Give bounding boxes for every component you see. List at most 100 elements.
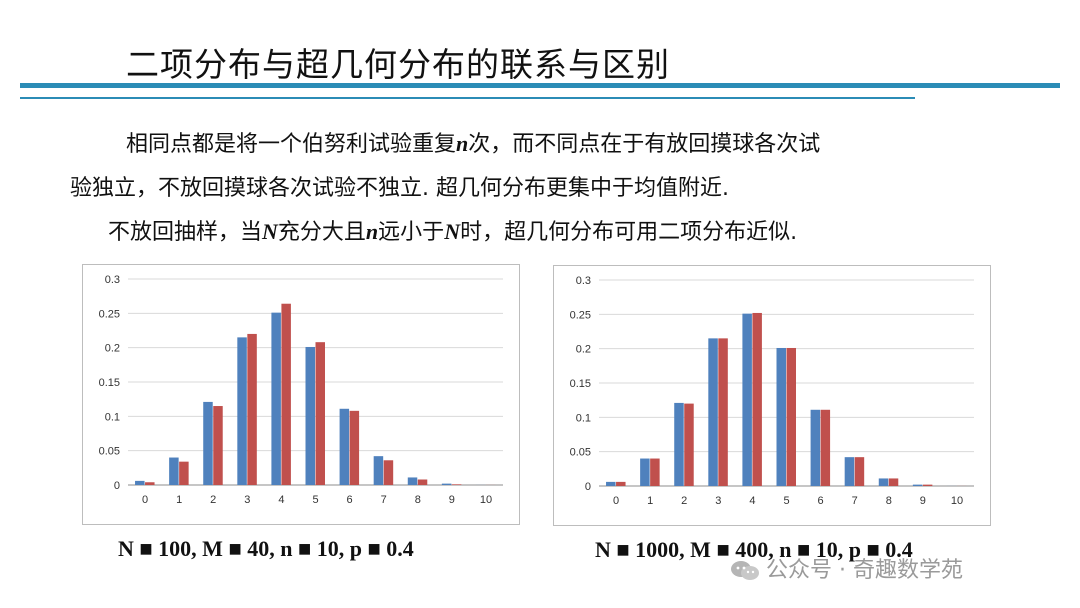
paragraph-line-1a: 相同点都是将一个伯努利试验重复 xyxy=(126,132,457,157)
chart-right-ytick-label: 0.25 xyxy=(570,309,591,321)
chart-left-bar-s1 xyxy=(203,401,213,485)
chart-left-xtick-label: 0 xyxy=(142,494,148,506)
chart-right-xtick-label: 8 xyxy=(886,495,892,507)
paragraph-var-N1: N xyxy=(262,219,278,244)
page-title: 二项分布与超几何分布的联系与区别 xyxy=(126,45,670,84)
chart-left-svg: 0 0.05 0.1 0.15 0.2 0.25 0.3 0 1 2 3 4 5 6 7 8 9 10 xyxy=(99,274,503,506)
paragraph-line-3: 不放回抽样，当N充分大且n远小于N时，超几何分布可用二项分布近似. xyxy=(108,214,797,246)
chart-right-xtick-label: 0 xyxy=(613,495,619,507)
chart-left-bar-s2 xyxy=(315,342,325,485)
paragraph-line-3d: 时，超几何分布可用二项分布近似. xyxy=(460,220,798,245)
chart-left-xtick-label: 1 xyxy=(176,494,182,506)
chart-left-xtick-label: 5 xyxy=(312,494,318,506)
chart-left-bar-s1 xyxy=(407,477,418,485)
chart-right-xtick-label: 10 xyxy=(951,495,963,507)
chart-left-bar-s2 xyxy=(349,410,360,485)
chart-right-bar-s1 xyxy=(606,481,616,486)
chart-right-xtick-label: 2 xyxy=(681,495,687,507)
chart-left-bar-s2 xyxy=(145,482,155,485)
chart-right-xtick-label: 6 xyxy=(818,495,824,507)
chart-right: 0 0.05 0.1 0.15 0.2 0.25 0.3 0 1 2 3 4 5 6 7 8 9 10 xyxy=(553,265,991,526)
chart-right-bar-s2 xyxy=(854,457,865,486)
chart-left-xtick-label: 9 xyxy=(449,494,455,506)
chart-left-xtick-label: 8 xyxy=(415,494,421,506)
paragraph-var-n2: n xyxy=(365,219,379,244)
chart-right-ytick-label: 0.2 xyxy=(576,344,591,356)
chart-right-ytick-label: 0.05 xyxy=(570,447,591,459)
chart-right-bar-s2 xyxy=(684,403,694,486)
watermark: 公众号 · 奇趣数学苑 xyxy=(730,552,963,584)
paragraph-line-3b: 充分大且 xyxy=(277,220,366,245)
chart-right-ytick-label: 0 xyxy=(585,481,591,493)
chart-right-xtick-label: 4 xyxy=(749,495,755,507)
paragraph-var-N2: N xyxy=(444,219,461,244)
chart-left-bar-s1 xyxy=(373,456,384,485)
chart-left-bar-s1 xyxy=(305,346,315,485)
chart-right-ytick-label: 0.3 xyxy=(576,275,591,287)
chart-right-bar-s2 xyxy=(786,347,796,486)
paragraph-line-1b: 次，而不同点在于有放回摸球各次试 xyxy=(468,132,821,157)
chart-right-bar-s2 xyxy=(820,409,831,486)
chart-right-bar-s2 xyxy=(752,312,762,486)
paragraph-line-3a: 不放回抽样，当 xyxy=(108,220,263,245)
chart-left-bar-s2 xyxy=(451,484,462,485)
chart-right-xtick-label: 1 xyxy=(647,495,653,507)
title-rule-thin xyxy=(20,97,915,99)
chart-left-ytick-label: 0 xyxy=(114,480,120,492)
chart-left-bar-s1 xyxy=(169,457,179,485)
chart-left-xtick-label: 10 xyxy=(480,494,492,506)
chart-right-bar-s1 xyxy=(742,313,752,486)
chart-right-xtick-label: 9 xyxy=(920,495,926,507)
chart-right-svg: 0 0.05 0.1 0.15 0.2 0.25 0.3 0 1 2 3 4 5 6 7 8 9 10 xyxy=(570,275,974,507)
chart-left-bar-s1 xyxy=(237,337,247,485)
chart-left-xtick-label: 7 xyxy=(381,494,387,506)
paragraph-line-2: 验独立，不放回摸球各次试验不独立. 超几何分布更集中于均值附近. xyxy=(70,176,729,201)
chart-left-bar-s2 xyxy=(281,303,291,485)
chart-left-bar-s1 xyxy=(339,408,350,485)
caption-right: N ■ 1000, M ■ 400, n ■ 10, p ■ 0.4 xyxy=(595,537,913,562)
chart-right-xtick-label: 5 xyxy=(783,495,789,507)
chart-left-ytick-label: 0.25 xyxy=(99,308,120,320)
chart-left-bar-s1 xyxy=(441,483,452,485)
chart-left-bar-s2 xyxy=(417,479,428,485)
chart-right-bar-s2 xyxy=(922,484,933,486)
title-rule-thick xyxy=(20,83,1060,88)
chart-right-bar-s1 xyxy=(708,338,718,486)
chart-left-xtick-label: 3 xyxy=(244,494,250,506)
chart-right-bar-s2 xyxy=(718,338,728,486)
paragraph-var-n: n xyxy=(456,131,469,156)
chart-right-xtick-label: 7 xyxy=(852,495,858,507)
chart-left-bar-s2 xyxy=(247,333,257,485)
chart-right-ytick-label: 0.1 xyxy=(576,412,591,424)
chart-left-bar-s1 xyxy=(135,480,145,485)
chart-right-bar-s1 xyxy=(912,484,923,486)
chart-left-bar-s2 xyxy=(213,406,223,485)
chart-left-bar-s2 xyxy=(383,460,394,485)
wechat-icon xyxy=(730,559,760,583)
chart-left-bar-s1 xyxy=(271,312,281,485)
chart-left-xtick-label: 2 xyxy=(210,494,216,506)
chart-left-xtick-label: 4 xyxy=(278,494,284,506)
chart-right-bar-s1 xyxy=(844,457,855,486)
watermark-text: 公众号 · 奇趣数学苑 xyxy=(766,558,963,583)
chart-left-ytick-label: 0.2 xyxy=(105,343,120,355)
chart-left-ytick-label: 0.15 xyxy=(99,377,120,389)
chart-left-ytick-label: 0.1 xyxy=(105,411,120,423)
chart-left: 0 0.05 0.1 0.15 0.2 0.25 0.3 0 1 2 3 4 5 6 7 8 9 10 xyxy=(82,264,520,525)
chart-right-bar-s1 xyxy=(776,347,786,486)
chart-right-bar-s2 xyxy=(650,458,660,486)
chart-right-bar-s1 xyxy=(640,458,650,486)
chart-right-bar-s2 xyxy=(888,478,899,486)
chart-left-xtick-label: 6 xyxy=(347,494,353,506)
chart-right-bar-s1 xyxy=(674,402,684,486)
paragraph-line-3c: 远小于 xyxy=(378,220,445,245)
chart-left-ytick-label: 0.05 xyxy=(99,446,120,458)
chart-right-ytick-label: 0.15 xyxy=(570,378,591,390)
chart-right-bar-s1 xyxy=(810,409,821,486)
chart-left-ytick-label: 0.3 xyxy=(105,274,120,286)
caption-left: N ■ 100, M ■ 40, n ■ 10, p ■ 0.4 xyxy=(118,536,414,561)
chart-left-bar-s2 xyxy=(179,461,189,485)
chart-right-bar-s2 xyxy=(616,481,626,486)
chart-right-bar-s1 xyxy=(878,478,889,486)
paragraph-line-1: 相同点都是将一个伯努利试验重复n次，而不同点在于有放回摸球各次试 xyxy=(126,126,820,158)
